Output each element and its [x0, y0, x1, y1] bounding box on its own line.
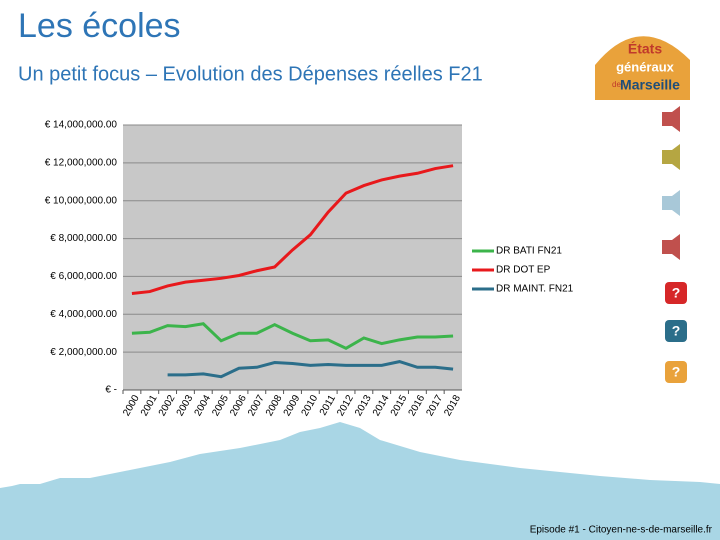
slide-subtitle: Un petit focus – Evolution des Dépenses … [18, 63, 483, 85]
y-tick-label: € 6,000,000.00 [50, 271, 117, 282]
series-line [131, 322, 454, 351]
x-tick-label: 2014 [371, 393, 392, 418]
x-tick-label: 2001 [139, 393, 160, 418]
speaker-icons [662, 106, 680, 260]
x-tick-label: 2006 [228, 393, 249, 418]
y-tick-label: € 12,000,000.00 [45, 157, 118, 168]
x-tick-label: 2012 [335, 393, 356, 418]
plot-area [123, 125, 462, 390]
footer: Episode #1 - Citoyen-ne-s-de-marseille.f… [530, 525, 713, 536]
help-icon-text: ? [672, 323, 681, 339]
x-tick-label: 2007 [246, 393, 267, 418]
help-icon-text: ? [672, 285, 681, 301]
help-icon-text: ? [672, 364, 681, 380]
y-tick-label: € 8,000,000.00 [50, 233, 117, 244]
logo-text: Marseille [620, 77, 680, 93]
x-tick-label: 2008 [264, 393, 285, 418]
x-tick-label: 2002 [157, 393, 178, 418]
series-line [131, 164, 454, 295]
x-tick-label: 2013 [353, 393, 374, 418]
help-icon[interactable] [665, 320, 687, 342]
help-icons: ? ? ? [665, 282, 687, 383]
y-tick-label: € 10,000,000.00 [45, 195, 118, 206]
x-tick-label: 2017 [424, 393, 445, 418]
x-tick-label: 2004 [193, 393, 214, 418]
legend-label: DR MAINT. FN21 [496, 284, 574, 295]
logo-text: de [612, 80, 621, 89]
x-tick-label: 2000 [121, 393, 142, 418]
x-tick-label: 2018 [442, 393, 463, 418]
help-icon[interactable] [665, 361, 687, 383]
x-tick-label: 2015 [389, 393, 410, 418]
help-icon[interactable] [665, 282, 687, 304]
skyline [0, 422, 720, 540]
series-line [167, 360, 454, 379]
legend-label: DR DOT EP [496, 265, 551, 276]
x-tick-label: 2016 [407, 393, 428, 418]
x-tick-label: 2010 [300, 393, 321, 418]
slide-title: Les écoles [18, 7, 181, 45]
logo: États généraux de Marseille [595, 36, 690, 100]
logo-text: États [628, 41, 662, 57]
logo-text: généraux [616, 59, 675, 74]
y-tick-label: € 4,000,000.00 [50, 309, 117, 320]
x-tick-label: 2003 [175, 393, 196, 418]
y-tick-label: € 2,000,000.00 [50, 347, 117, 358]
x-tick-label: 2005 [210, 393, 231, 418]
x-tick-label: 2009 [282, 393, 303, 418]
y-tick-label: € 14,000,000.00 [45, 120, 118, 131]
y-tick-label: € - [105, 385, 117, 396]
legend-label: DR BATI FN21 [496, 246, 562, 257]
x-tick-label: 2011 [318, 393, 338, 418]
